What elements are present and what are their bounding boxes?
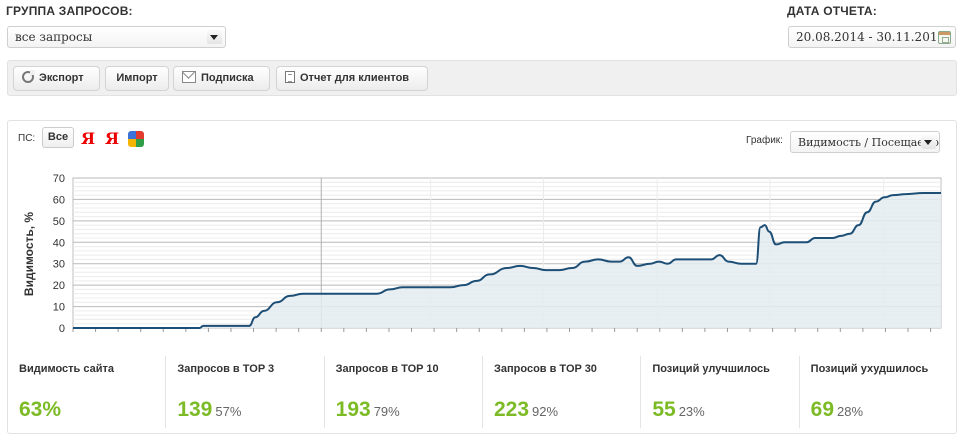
stat-value-wrap: 63% [19, 398, 61, 422]
stat-value: 69 [810, 398, 835, 421]
stat-card: Запросов в TOP 3 139 57% [165, 352, 323, 432]
date-range-value: 20.08.2014 - 30.11.2015 [796, 30, 946, 44]
graph-type-label: График: [746, 135, 783, 146]
y-axis-label: Видимость, % [22, 212, 36, 297]
stat-value: 63% [19, 398, 62, 421]
y-tick-label: 70 [53, 173, 65, 185]
stat-value: 139 [177, 398, 213, 421]
stat-divider [482, 356, 483, 428]
date-label: ДАТА ОТЧЕТА: [787, 4, 877, 18]
y-tick-label: 20 [53, 280, 65, 292]
search-engine-label: ПС: [18, 133, 36, 144]
y-tick-label: 0 [59, 323, 65, 335]
import-label: Импорт [116, 72, 158, 84]
y-tick-label: 50 [53, 216, 65, 228]
y-tick-label: 60 [53, 194, 65, 206]
group-label: ГРУППА ЗАПРОСОВ: [6, 4, 133, 18]
stat-card: Позиций улучшилось 55 23% [640, 352, 798, 432]
stat-value-wrap: 69 28% [811, 398, 863, 422]
toolbar: Экспорт Импорт Подписка Отчет для клиент… [7, 60, 957, 96]
graph-type-value: Видимость / Посещаемость [798, 136, 939, 149]
y-tick-label: 10 [53, 302, 65, 314]
chevron-down-icon [207, 30, 222, 44]
y-tick-label: 30 [53, 259, 65, 271]
stat-percent: 57% [215, 404, 242, 419]
group-select-value: все запросы [15, 30, 93, 44]
stat-card: Видимость сайта 63% [7, 352, 165, 432]
stat-title: Запросов в TOP 30 [494, 363, 597, 375]
search-engine-all-button[interactable]: Все [42, 127, 74, 148]
refresh-icon [22, 70, 35, 83]
subscribe-label: Подписка [201, 72, 254, 84]
chevron-down-icon [921, 135, 936, 149]
stat-value: 223 [494, 398, 530, 421]
stat-divider [323, 356, 325, 428]
export-label: Экспорт [39, 72, 84, 84]
stats-row: Видимость сайта 63% Запросов в TOP 3 139 57%… [7, 352, 957, 434]
client-report-button[interactable]: Отчет для клиентов [276, 66, 428, 91]
stat-card: Позиций ухудшилось 69 28% [799, 352, 957, 432]
group-select[interactable]: все запросы [7, 26, 226, 48]
stat-percent: 28% [837, 404, 864, 419]
subscribe-button[interactable]: Подписка [173, 66, 270, 91]
export-button[interactable]: Экспорт [13, 66, 100, 91]
stat-percent: 23% [678, 404, 705, 419]
stat-value-wrap: 139 57% [177, 398, 241, 422]
visibility-line [72, 192, 941, 329]
y-tick-label: 40 [53, 237, 65, 249]
graph-type-select[interactable]: Видимость / Посещаемость [790, 131, 940, 153]
stat-card: Запросов в TOP 30 223 92% [482, 352, 640, 432]
stat-title: Позиций улучшилось [652, 363, 770, 375]
stat-value: 55 [652, 398, 676, 421]
stat-value-wrap: 223 92% [494, 398, 558, 422]
stat-title: Запросов в TOP 10 [335, 363, 439, 375]
stat-percent: 79% [373, 404, 400, 419]
import-button[interactable]: Импорт [105, 66, 169, 91]
document-icon [285, 71, 295, 83]
stat-card: Запросов в TOP 10 193 79% [324, 352, 482, 432]
visibility-area [73, 193, 941, 328]
yandex-icon-2[interactable]: Я [105, 129, 120, 148]
stat-value: 193 [335, 398, 371, 421]
visibility-chart: 0 10 20 30 40 50 60 70 Видимость, % [22, 173, 942, 335]
stat-divider [165, 356, 167, 428]
mail-icon [182, 71, 196, 83]
date-range-input[interactable]: 20.08.2014 - 30.11.2015 [788, 26, 956, 48]
yandex-icon[interactable]: Я [81, 129, 96, 148]
calendar-icon[interactable] [938, 31, 951, 44]
stat-title: Позиций ухудшилось [810, 363, 929, 375]
y-axis-ticks: 0 10 20 30 40 50 60 70 [53, 173, 65, 335]
google-icon[interactable] [128, 131, 144, 147]
stat-divider [798, 356, 800, 428]
stat-value-wrap: 193 79% [336, 398, 400, 422]
stat-title: Видимость сайта [19, 363, 114, 375]
stat-percent: 92% [532, 404, 559, 419]
stat-title: Запросов в TOP 3 [177, 363, 275, 375]
stat-value-wrap: 55 23% [652, 398, 704, 422]
client-report-label: Отчет для клиентов [300, 72, 410, 84]
stat-divider [640, 356, 642, 428]
